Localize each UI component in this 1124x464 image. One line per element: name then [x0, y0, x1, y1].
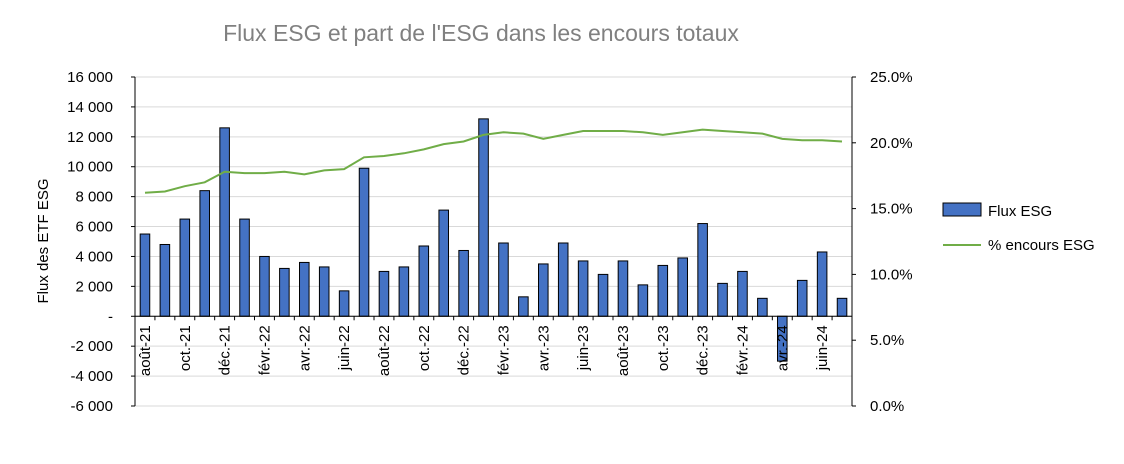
bar-series-flux-esg [139, 118, 848, 362]
bar-févr.-24 [737, 270, 748, 317]
bar-oct.-23 [657, 264, 669, 317]
y-tick-label: 4 000 [75, 248, 113, 265]
y-tick-label: -4 000 [70, 368, 113, 385]
right-axis-ticks: 25.0% 20.0% 15.0% 10.0% 5.0% 0.0% [852, 69, 913, 415]
bar-oct.-21 [179, 218, 191, 317]
bar-févr.-23 [498, 242, 509, 317]
bar-déc.-23 [697, 223, 708, 317]
y2-tick-label: 0.0% [870, 398, 904, 415]
x-tick-label: févr.-22 [256, 325, 273, 375]
y-tick-label: 12 000 [67, 129, 113, 146]
y2-tick-label: 25.0% [870, 69, 913, 86]
x-tick-label: déc.-23 [695, 325, 712, 375]
y2-tick-label: 15.0% [870, 201, 913, 218]
bar-mai-24 [796, 279, 808, 317]
x-tick-label: avr.-22 [296, 325, 313, 371]
bar-janv.-23 [478, 118, 489, 317]
bar-mars-23 [518, 296, 529, 317]
x-tick-label: juin-24 [814, 325, 831, 371]
x-tick-label: avr.-23 [535, 325, 552, 371]
bar-déc.-22 [458, 249, 469, 317]
axes [134, 77, 853, 406]
bar-oct.-22 [418, 245, 430, 317]
y2-tick-label: 10.0% [870, 266, 913, 283]
bar-juin-22 [338, 290, 350, 317]
bar-nov.-22 [438, 209, 449, 317]
x-tick-label: févr.-23 [495, 325, 512, 375]
chart-title: Flux ESG et part de l'ESG dans les encou… [223, 20, 739, 46]
bar-déc.-21 [219, 127, 230, 317]
y-tick-label: - [108, 308, 113, 325]
y-tick-label: 16 000 [67, 69, 113, 86]
x-tick-label: oct.-21 [177, 325, 194, 371]
bar-août-21 [139, 233, 151, 317]
bar-avr.-23 [538, 263, 549, 317]
bar-sept.-23 [637, 284, 649, 317]
bar-mai-22 [318, 266, 330, 317]
y-tick-label: 6 000 [75, 219, 113, 236]
bar-sept.-21 [159, 243, 171, 317]
bar-avr.-22 [299, 261, 310, 317]
bar-juil.-22 [358, 167, 370, 317]
bar-août-22 [378, 270, 390, 317]
line-series-encours-esg [144, 128, 843, 194]
bar-févr.-22 [259, 255, 270, 317]
x-tick-label: déc.-22 [456, 325, 473, 375]
y-tick-label: -6 000 [70, 398, 113, 415]
legend: Flux ESG % encours ESG [942, 202, 1095, 254]
y-axis-title: Flux des ETF ESG [35, 178, 52, 303]
x-tick-label: juin-22 [336, 325, 353, 371]
y-tick-label: 8 000 [75, 189, 113, 206]
x-tick-label: août-21 [137, 325, 154, 376]
x-tick-label: oct.-23 [655, 325, 672, 371]
bar-mars-24 [757, 297, 768, 317]
x-tick-label: déc.-21 [217, 325, 234, 375]
x-tick-label: févr.-24 [734, 325, 751, 375]
left-axis-ticks: 16 000 14 000 12 000 10 000 8 000 6 000 4 000 2… [67, 69, 135, 415]
x-tick-label: avr.-24 [774, 325, 791, 371]
legend-label-flux-esg: Flux ESG [988, 203, 1052, 220]
y-tick-label: -2 000 [70, 338, 113, 355]
bar-nov.-23 [677, 257, 688, 317]
bar-sept.-22 [398, 266, 410, 317]
bar-nov.-21 [199, 190, 210, 317]
y-tick-label: 14 000 [67, 99, 113, 116]
x-axis-ticks: août-21 oct.-21 déc.-21 févr.-22 avr.-22 juin… [137, 325, 831, 376]
y2-tick-label: 20.0% [870, 135, 913, 152]
x-tick-label: juin-23 [575, 325, 592, 371]
bar-juil.-23 [597, 273, 609, 317]
bar-mai-23 [557, 242, 569, 317]
legend-swatch-flux-esg [942, 202, 982, 217]
bar-janv.-24 [717, 282, 728, 317]
bar-août-23 [617, 260, 629, 317]
legend-label-encours-esg: % encours ESG [988, 237, 1095, 254]
x-tick-label: août-23 [615, 325, 632, 376]
bar-juin-23 [577, 260, 589, 317]
y2-tick-label: 5.0% [870, 332, 904, 349]
bar-juin-24 [816, 251, 828, 317]
y-tick-label: 10 000 [67, 159, 113, 176]
bar-juil.-24 [836, 297, 848, 317]
bar-janv.-22 [239, 218, 250, 317]
x-tick-label: août-22 [376, 325, 393, 376]
x-tick-label: oct.-22 [416, 325, 433, 371]
y-tick-label: 2 000 [75, 278, 113, 295]
line-encours-esg [144, 128, 843, 194]
bar-mars-22 [279, 267, 290, 317]
